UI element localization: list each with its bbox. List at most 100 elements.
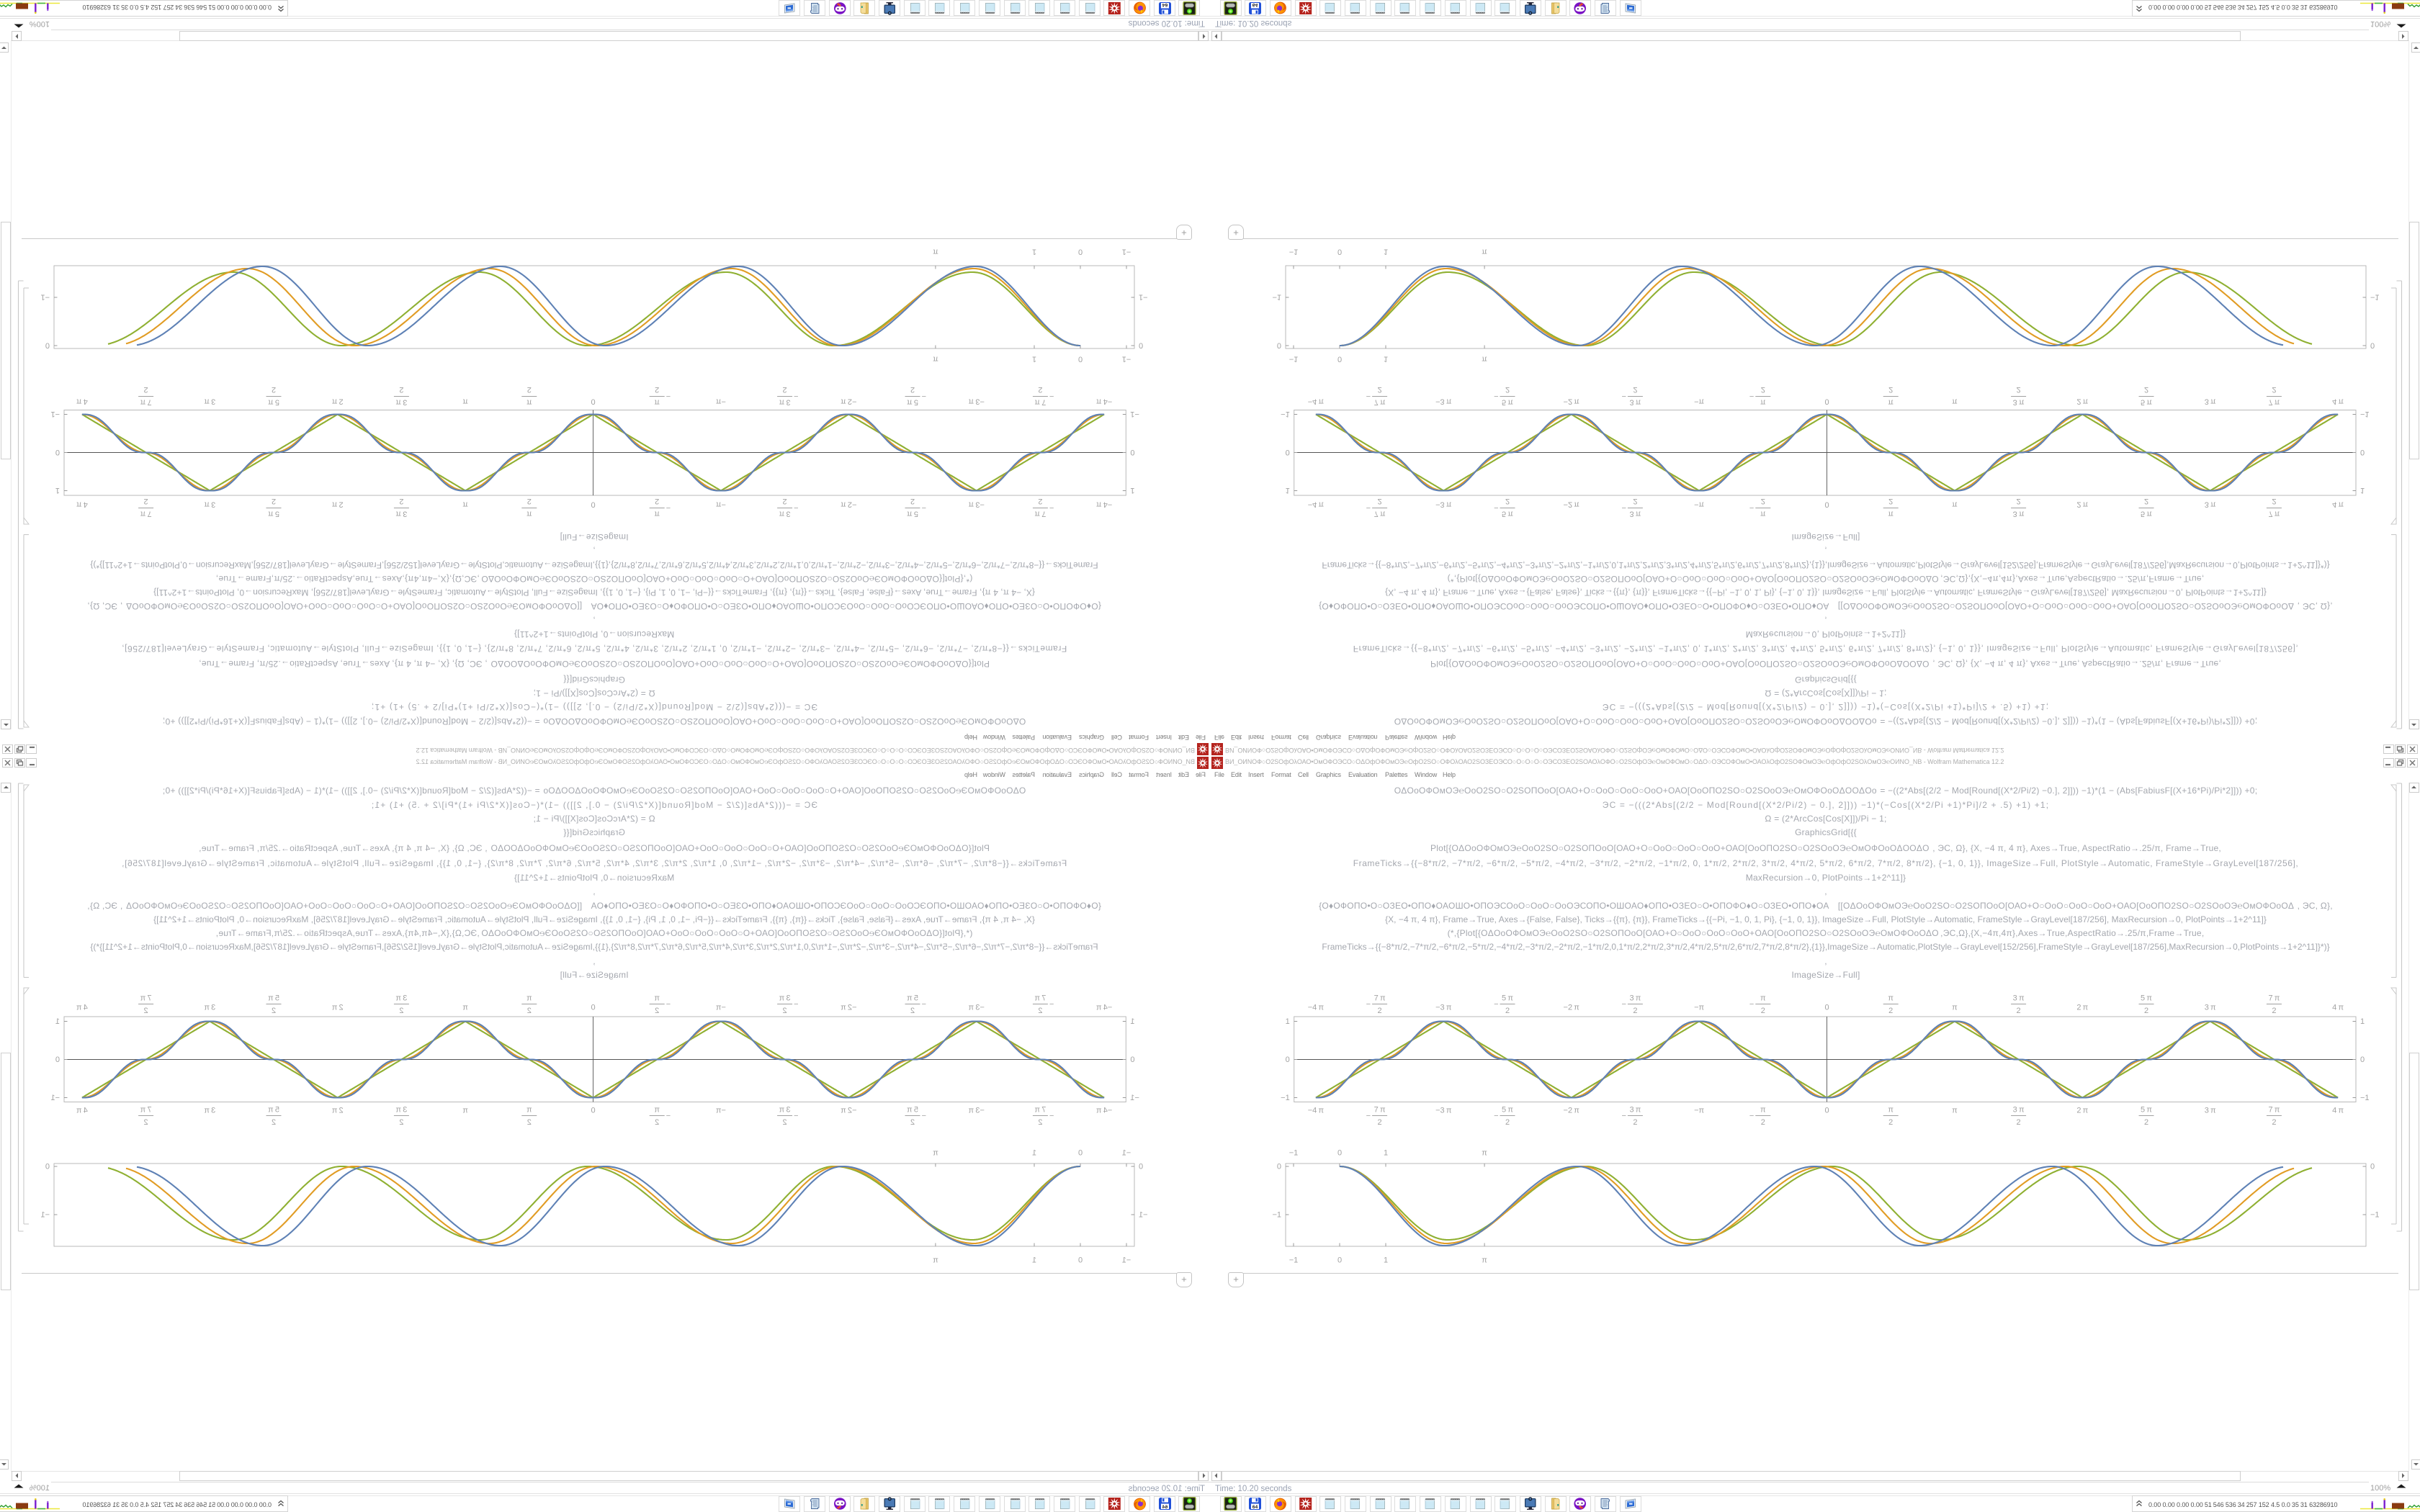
svg-text:3 π: 3 π: [2205, 500, 2216, 508]
svg-text:0: 0: [45, 341, 50, 349]
svg-text:0: 0: [1078, 1256, 1083, 1265]
svg-text:−1: −1: [2360, 1094, 2370, 1102]
svg-text:7 π: 7 π: [1374, 1106, 1386, 1115]
svg-text:−π: −π: [1694, 500, 1704, 508]
svg-text:π: π: [654, 1106, 660, 1115]
svg-text:7 π: 7 π: [1034, 397, 1046, 406]
svg-text:1: 1: [1384, 247, 1388, 256]
svg-text:3 π: 3 π: [779, 994, 790, 1003]
svg-text:−: −: [1621, 503, 1626, 512]
svg-text:−2 π: −2 π: [1564, 1107, 1580, 1115]
svg-text:−: −: [1366, 1000, 1371, 1009]
svg-text:2: 2: [144, 497, 148, 505]
svg-text:64: 64: [1252, 1505, 1258, 1510]
svg-text:0: 0: [1337, 247, 1342, 256]
svg-text:3 π: 3 π: [395, 397, 407, 406]
svg-text:−3 π: −3 π: [968, 500, 985, 508]
svg-text:0: 0: [1130, 1056, 1134, 1064]
svg-text:−: −: [1621, 1000, 1626, 1009]
svg-text:2: 2: [2017, 1118, 2021, 1127]
svg-text:2: 2: [272, 497, 276, 505]
svg-text:π: π: [1888, 509, 1894, 518]
svg-text:0: 0: [2360, 1056, 2365, 1064]
svg-text:0: 0: [2370, 1163, 2375, 1171]
svg-text:2 π: 2 π: [331, 1004, 343, 1012]
svg-text:1: 1: [1384, 354, 1388, 363]
svg-text:−1: −1: [1289, 1149, 1299, 1158]
svg-text:−1: −1: [1130, 1094, 1139, 1102]
svg-text:2: 2: [910, 1118, 915, 1127]
svg-text:2 π: 2 π: [2076, 397, 2088, 405]
svg-text:7 π: 7 π: [140, 994, 151, 1003]
svg-text:π: π: [933, 1256, 938, 1265]
svg-text:3 π: 3 π: [779, 397, 790, 406]
svg-text:−3 π: −3 π: [968, 397, 985, 405]
svg-text:0: 0: [1139, 341, 1143, 349]
svg-text:1: 1: [2360, 1017, 2365, 1026]
svg-text:π: π: [1482, 354, 1487, 363]
svg-text:64: 64: [1252, 2, 1258, 7]
svg-text:2: 2: [272, 1118, 276, 1127]
svg-text:3 π: 3 π: [204, 1107, 215, 1115]
svg-text:π: π: [933, 247, 938, 256]
svg-text:4 π: 4 π: [76, 500, 88, 508]
svg-text:−3 π: −3 π: [1435, 397, 1452, 405]
svg-text:π: π: [1760, 994, 1766, 1003]
svg-text:3 π: 3 π: [779, 1106, 790, 1115]
svg-text:5 π: 5 π: [907, 509, 918, 518]
svg-text:−π: −π: [715, 1107, 725, 1115]
svg-text:−: −: [1621, 1112, 1626, 1120]
svg-text:3 π: 3 π: [395, 994, 407, 1003]
svg-text:2: 2: [2017, 497, 2021, 505]
svg-text:2: 2: [910, 385, 915, 394]
svg-text:−: −: [1621, 392, 1626, 400]
svg-text:1: 1: [1384, 1256, 1388, 1265]
svg-text:−3 π: −3 π: [1435, 500, 1452, 508]
svg-text:−2 π: −2 π: [841, 1004, 857, 1012]
svg-text:7 π: 7 π: [2268, 397, 2280, 406]
svg-text:2: 2: [655, 1118, 659, 1127]
svg-text:2: 2: [144, 1007, 148, 1015]
svg-text:4 π: 4 π: [76, 397, 88, 405]
svg-text:2: 2: [1038, 497, 1042, 505]
svg-text:2: 2: [272, 385, 276, 394]
svg-text:2: 2: [1888, 385, 1893, 394]
svg-text:1: 1: [1032, 1256, 1036, 1265]
svg-text:−π: −π: [1694, 1107, 1704, 1115]
svg-text:5 π: 5 π: [268, 509, 279, 518]
svg-text:3 π: 3 π: [204, 1004, 215, 1012]
svg-text:0: 0: [2360, 448, 2365, 456]
svg-text:2: 2: [1038, 1007, 1042, 1015]
svg-text:5 π: 5 π: [907, 397, 918, 406]
svg-text:−4 π: −4 π: [1096, 397, 1113, 405]
svg-text:2: 2: [655, 385, 659, 394]
svg-text:−1: −1: [2360, 410, 2370, 418]
svg-text:64: 64: [1162, 2, 1168, 7]
svg-text:−: −: [922, 1000, 926, 1009]
svg-text:−3 π: −3 π: [1435, 1004, 1452, 1012]
svg-text:−1: −1: [1139, 292, 1148, 301]
svg-text:−4 π: −4 π: [1308, 1107, 1325, 1115]
svg-text:5 π: 5 π: [2141, 1106, 2152, 1115]
svg-text:1: 1: [1130, 486, 1134, 495]
svg-text:7 π: 7 π: [2268, 509, 2280, 518]
svg-text:−: −: [794, 1112, 798, 1120]
svg-text:2: 2: [2017, 385, 2021, 394]
svg-text:0: 0: [2370, 341, 2375, 349]
svg-text:−4 π: −4 π: [1096, 1004, 1113, 1012]
svg-text:−: −: [1494, 392, 1498, 400]
svg-text:−: −: [1494, 1112, 1498, 1120]
svg-text:2: 2: [527, 1007, 532, 1015]
svg-text:−: −: [1049, 1112, 1054, 1120]
svg-text:3 π: 3 π: [395, 1106, 407, 1115]
svg-text:7 π: 7 π: [2268, 994, 2280, 1003]
svg-text:7 π: 7 π: [140, 397, 151, 406]
svg-text:2: 2: [1505, 497, 1510, 505]
svg-text:2: 2: [1633, 1007, 1637, 1015]
svg-text:2: 2: [1888, 1118, 1893, 1127]
svg-text:π: π: [933, 354, 938, 363]
svg-text:−3 π: −3 π: [968, 1107, 985, 1115]
svg-text:π: π: [462, 500, 468, 508]
svg-text:0: 0: [1078, 354, 1083, 363]
svg-text:2: 2: [2272, 1118, 2276, 1127]
